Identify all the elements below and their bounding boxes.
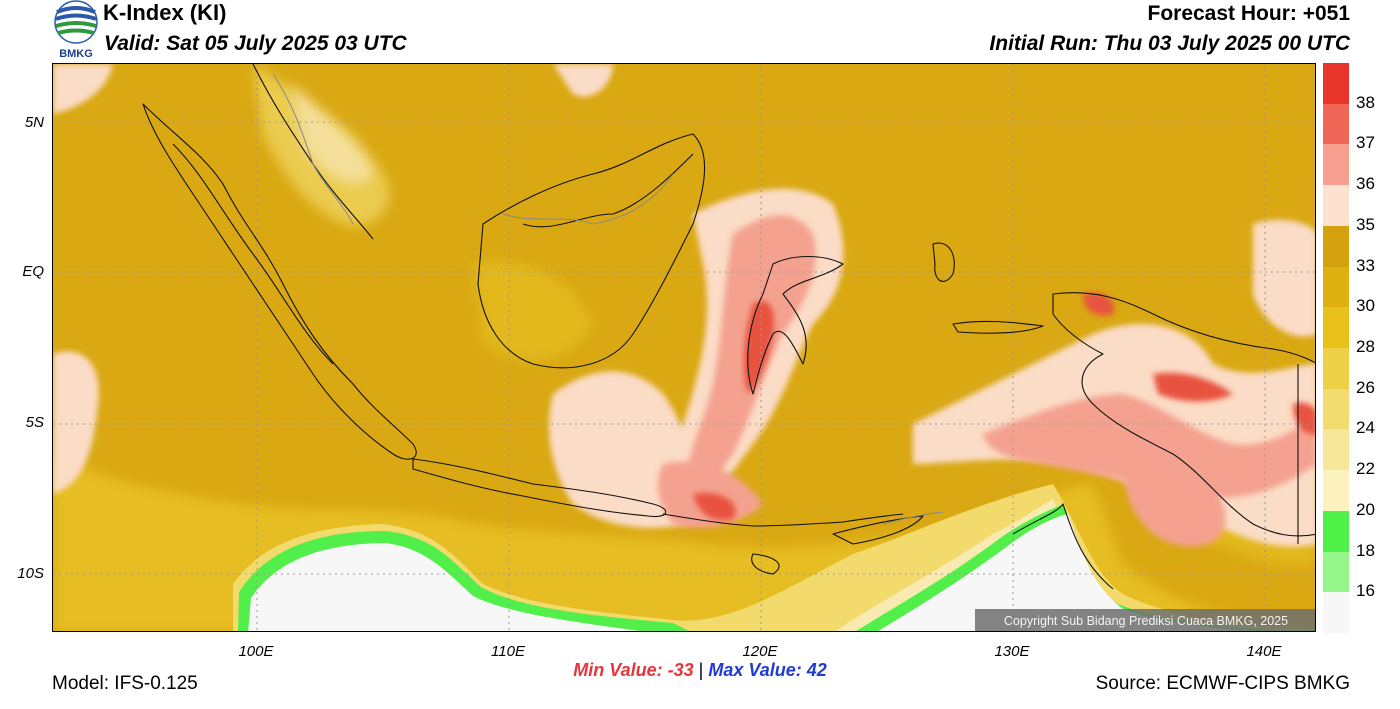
svg-text:BMKG: BMKG xyxy=(59,48,93,60)
colorbar-segment xyxy=(1323,348,1349,390)
white-area-east xyxy=(878,514,1252,631)
max-value: Max Value: 42 xyxy=(708,660,827,680)
colorbar-segment xyxy=(1323,592,1349,634)
lon-label-100e: 100E xyxy=(238,643,274,660)
lat-label-5s: 5S xyxy=(25,414,44,431)
colorbar-label: 16 xyxy=(1356,581,1375,601)
pale-field-north xyxy=(293,84,373,183)
peninsula-border xyxy=(272,73,354,225)
java-coast xyxy=(412,458,667,518)
colorbar-segment xyxy=(1323,266,1349,308)
colorbar-segment xyxy=(1323,510,1349,553)
colorbar-segment xyxy=(1323,551,1349,593)
colorbar-label: 30 xyxy=(1356,296,1375,316)
sulawesi-coast xyxy=(747,256,844,395)
lon-label-140e: 140E xyxy=(1246,643,1282,660)
colorbar-label: 20 xyxy=(1356,499,1375,519)
colorbar-label: 33 xyxy=(1356,255,1375,275)
lon-label-110e: 110E xyxy=(491,643,525,660)
colorbar-label: 22 xyxy=(1356,459,1375,479)
k-index-map: Copyright Sub Bidang Prediksi Cuaca BMKG… xyxy=(52,63,1316,632)
colorbar-segment xyxy=(1323,63,1349,105)
white-area-west xyxy=(248,543,640,631)
colorbar-segment xyxy=(1323,225,1349,268)
colorbar-label: 18 xyxy=(1356,540,1375,560)
sumatra-inner xyxy=(172,143,334,365)
colorbar-label: 37 xyxy=(1356,133,1375,153)
salmon-zone-arafura xyxy=(1123,461,1226,547)
halmahera-coast xyxy=(932,242,955,282)
lat-label-10s: 10S xyxy=(17,565,44,582)
borneo-coast xyxy=(477,133,706,369)
lat-label-eq: EQ xyxy=(22,263,44,280)
australia-coast xyxy=(1012,503,1114,590)
forecast-hour: Forecast Hour: +051 xyxy=(1147,2,1351,25)
lon-label-130e: 130E xyxy=(994,643,1030,660)
colorbar-segment xyxy=(1323,307,1349,349)
timor-coast xyxy=(832,515,924,545)
colorbar-label: 36 xyxy=(1356,174,1375,194)
source-label: Source: ECMWF-CIPS BMKG xyxy=(1095,673,1350,694)
high-ki-layer xyxy=(53,64,1315,547)
lat-label-5n: 5N xyxy=(24,114,44,131)
colorbar-label: 26 xyxy=(1356,377,1375,397)
min-max-separator: | xyxy=(698,660,704,680)
colorbar-segment xyxy=(1323,429,1349,471)
lon-label-120e: 120E xyxy=(742,643,778,660)
colorbar-segment xyxy=(1323,185,1349,227)
colorbar-label: 24 xyxy=(1356,418,1375,438)
nusatenggara-chain xyxy=(662,513,904,527)
peach-zone-north-central xyxy=(553,64,613,97)
peach-zone-west-ocean xyxy=(53,351,99,494)
colorbar-segment xyxy=(1323,103,1349,145)
light-field-central xyxy=(473,261,593,362)
red-zone-flores xyxy=(693,493,736,521)
colorbar-segment xyxy=(1323,470,1349,512)
kalimantan-border xyxy=(502,173,674,225)
min-max-values: Min Value: -33 | Max Value: 42 xyxy=(0,660,1400,681)
salmon-zone-banda xyxy=(983,394,1315,498)
colorbar-label: 38 xyxy=(1356,92,1375,112)
model-label: Model: IFS-0.125 xyxy=(52,673,198,694)
timor-border xyxy=(882,511,944,525)
page-title: K-Index (KI) xyxy=(103,0,227,25)
papua-coast xyxy=(1052,292,1315,537)
red-zone-sulawesi xyxy=(743,300,775,394)
colorbar-label: 28 xyxy=(1356,337,1375,356)
peach-zone-nw xyxy=(53,64,113,114)
borders-gray xyxy=(272,73,944,525)
peach-zone-papua xyxy=(1253,219,1315,337)
sumatra-coast xyxy=(142,103,417,460)
min-value: Min Value: -33 xyxy=(573,660,694,680)
borneo-border xyxy=(522,153,694,228)
sumba-coast xyxy=(751,553,780,575)
red-zone-banda xyxy=(1153,372,1233,402)
colorbar-segment xyxy=(1323,388,1349,430)
seram-coast xyxy=(952,320,1044,334)
colorbar-segment xyxy=(1323,144,1349,186)
colorbar-label: 35 xyxy=(1356,214,1375,234)
valid-time: Valid: Sat 05 July 2025 03 UTC xyxy=(104,32,407,55)
copyright-label: Copyright Sub Bidang Prediksi Cuaca BMKG… xyxy=(975,609,1315,631)
coastlines xyxy=(142,64,1315,590)
red-zone-seram xyxy=(1083,292,1114,316)
colorbar xyxy=(1323,63,1349,634)
initial-run: Initial Run: Thu 03 July 2025 00 UTC xyxy=(989,32,1350,55)
gridlines xyxy=(53,64,1315,631)
bmkg-logo: BMKG xyxy=(52,0,100,60)
